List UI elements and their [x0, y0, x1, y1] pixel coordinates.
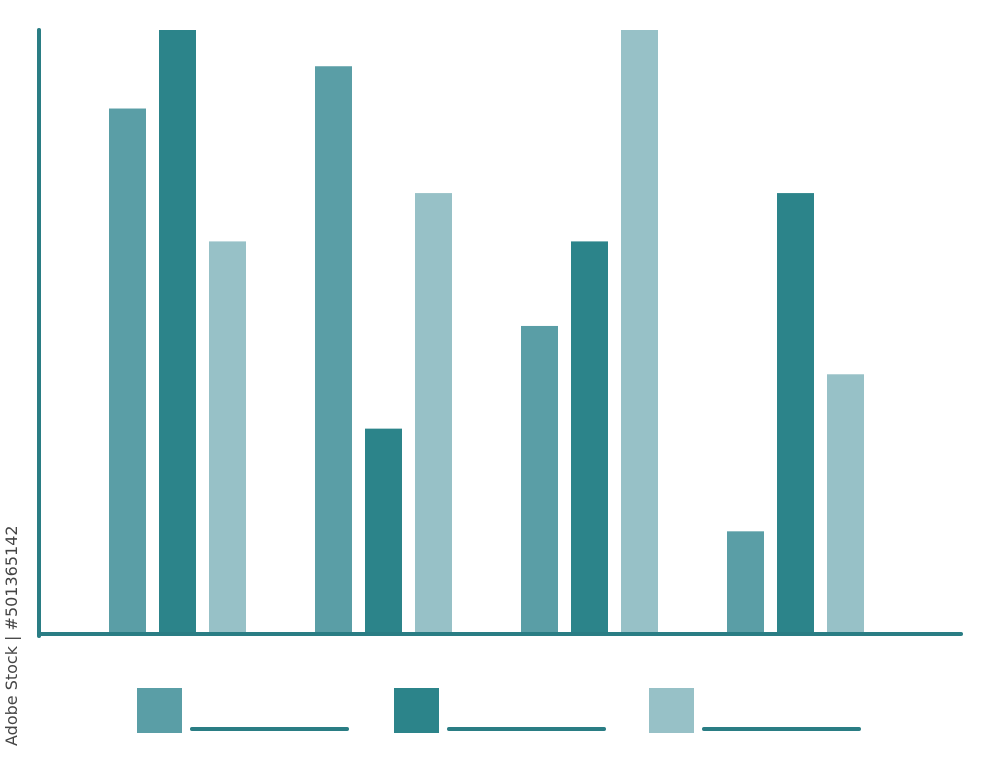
bar-group4-series3	[827, 374, 864, 634]
bar-group1-series3	[209, 241, 246, 634]
bar-group3-series1	[521, 325, 558, 634]
legend-swatch-series1	[137, 688, 182, 733]
bar-group3-series3	[621, 30, 658, 634]
bars	[109, 30, 864, 635]
bar-group1-series2	[159, 30, 196, 634]
bar-group1-series1	[109, 108, 146, 634]
legend	[137, 688, 861, 733]
bar-group2-series2	[365, 428, 402, 634]
bar-group4-series2	[777, 193, 814, 634]
legend-swatch-series2	[394, 688, 439, 733]
watermark: Adobe Stock | #501365142	[2, 525, 21, 746]
bar-group2-series1	[315, 66, 352, 635]
bar-group2-series3	[415, 193, 452, 634]
legend-swatch-series3	[649, 688, 694, 733]
bar-group3-series2	[571, 241, 608, 634]
bar-group4-series1	[727, 531, 764, 634]
